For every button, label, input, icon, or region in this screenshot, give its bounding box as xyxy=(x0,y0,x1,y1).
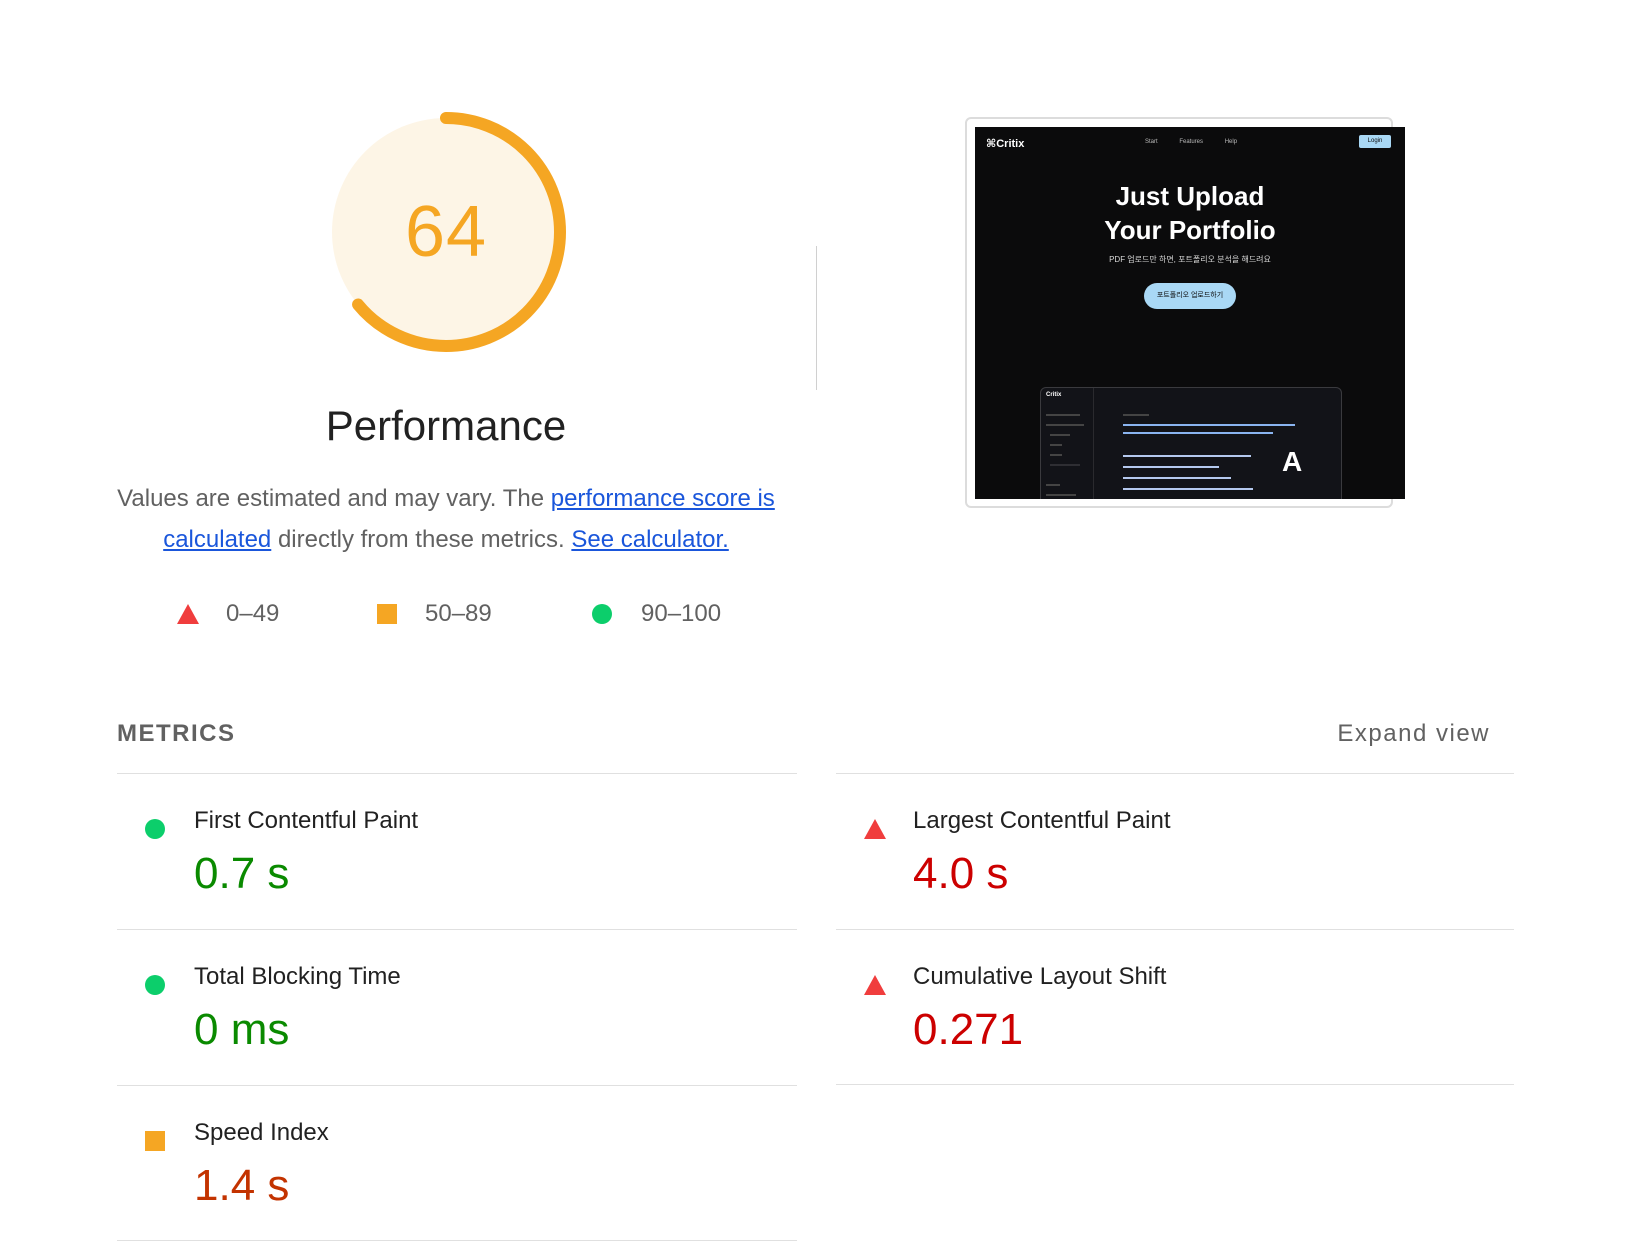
metric-name: Cumulative Layout Shift xyxy=(913,963,1167,990)
content-bar xyxy=(1123,455,1251,457)
legend-item-poor: 0–49 xyxy=(177,600,279,628)
expand-view-button[interactable]: Expand view xyxy=(1337,720,1490,747)
content-bar xyxy=(1123,488,1253,490)
metric-name: Total Blocking Time xyxy=(194,963,401,990)
sidebar-line xyxy=(1050,464,1080,466)
content-bar xyxy=(1123,466,1219,468)
metric-total-blocking-time: Total Blocking Time 0 ms xyxy=(117,937,797,1087)
metric-name: First Contentful Paint xyxy=(194,807,419,834)
pass-circle-icon xyxy=(145,975,165,995)
sidebar-line xyxy=(1050,434,1070,436)
screenshot-subtitle: PDF 업로드만 하면, 포트폴리오 분석을 해드려요 xyxy=(1109,255,1271,264)
metrics-divider xyxy=(117,1085,797,1086)
performance-title: Performance xyxy=(325,402,567,449)
sidebar-line xyxy=(1046,424,1084,426)
metric-name: Speed Index xyxy=(194,1119,329,1146)
sidebar-line xyxy=(1050,444,1062,446)
metric-name: Largest Contentful Paint xyxy=(913,807,1171,834)
pass-circle-icon xyxy=(145,819,165,839)
screenshot-app-logo: Critix xyxy=(1046,392,1062,398)
vertical-divider xyxy=(816,246,817,390)
score-gauge: 64 xyxy=(320,106,572,358)
square-icon xyxy=(377,604,397,624)
description-text: Values are estimated and may vary. The xyxy=(117,485,551,512)
metric-first-contentful-paint: First Contentful Paint 0.7 s xyxy=(117,781,797,931)
screenshot-app-glyph: A xyxy=(1282,446,1303,477)
legend-item-average: 50–89 xyxy=(377,600,492,628)
metrics-divider xyxy=(836,1084,1514,1085)
performance-score: 64 xyxy=(404,192,488,272)
screenshot-nav-item: Start xyxy=(1145,139,1158,145)
metrics-divider xyxy=(117,773,797,774)
screenshot-app-sidebar: Critix xyxy=(1041,388,1094,499)
metric-cumulative-layout-shift: Cumulative Layout Shift 0.271 xyxy=(836,937,1516,1087)
content-line xyxy=(1123,414,1149,416)
screenshot-cta-button: 포트폴리오 업로드하기 xyxy=(1144,283,1236,309)
screenshot-login-button: Login xyxy=(1359,135,1391,148)
metric-largest-contentful-paint: Largest Contentful Paint 4.0 s xyxy=(836,781,1516,931)
screenshot-viewport: ⌘Critix Start Features Help Login Just U… xyxy=(975,127,1405,499)
screenshot-headline: Just Upload Your Portfolio xyxy=(975,179,1405,247)
metric-speed-index: Speed Index 1.4 s xyxy=(117,1093,797,1243)
legend-label: 0–49 xyxy=(226,600,280,627)
average-square-icon xyxy=(145,1131,165,1151)
triangle-icon xyxy=(177,604,199,624)
sidebar-line xyxy=(1046,414,1080,416)
metric-value: 0.7 s xyxy=(194,849,290,898)
score-legend: 0–49 50–89 90–100 xyxy=(0,596,900,632)
legend-label: 50–89 xyxy=(425,600,492,627)
final-screenshot[interactable]: ⌘Critix Start Features Help Login Just U… xyxy=(965,117,1405,508)
metric-value: 1.4 s xyxy=(194,1161,290,1210)
content-line xyxy=(1123,424,1295,426)
metrics-divider xyxy=(117,929,797,930)
screenshot-nav: Start Features Help xyxy=(1145,139,1257,145)
metric-value: 0.271 xyxy=(913,1005,1024,1054)
score-ring xyxy=(326,112,566,352)
circle-icon xyxy=(592,604,612,624)
sidebar-line xyxy=(1046,494,1076,496)
legend-label: 90–100 xyxy=(641,600,722,627)
screenshot-app-preview: Critix A xyxy=(1040,387,1342,499)
metrics-divider xyxy=(836,773,1514,774)
metrics-heading: METRICS xyxy=(117,720,236,747)
performance-score-link[interactable]: performance score is calculated xyxy=(163,485,775,553)
screenshot-headline-line: Just Upload xyxy=(1115,181,1265,211)
screenshot-nav-item: Features xyxy=(1179,139,1204,145)
fail-triangle-icon xyxy=(864,819,886,839)
sidebar-line xyxy=(1046,484,1060,486)
description-text-middle: directly from these metrics. xyxy=(271,526,572,553)
metric-value: 4.0 s xyxy=(913,849,1009,898)
screenshot-nav-item: Help xyxy=(1224,139,1238,145)
fail-triangle-icon xyxy=(864,975,886,995)
metrics-divider xyxy=(117,1240,797,1241)
performance-description: Values are estimated and may vary. The p… xyxy=(110,478,782,560)
metric-value: 0 ms xyxy=(194,1005,290,1054)
score-ring-track xyxy=(332,118,560,346)
see-calculator-link[interactable]: See calculator. xyxy=(571,526,729,553)
screenshot-logo: ⌘Critix xyxy=(986,138,1025,150)
content-bar xyxy=(1123,477,1231,479)
metrics-divider xyxy=(836,929,1514,930)
screenshot-headline-line: Your Portfolio xyxy=(1104,215,1276,245)
content-line xyxy=(1123,432,1273,434)
score-ring-arc xyxy=(326,112,566,352)
legend-item-good: 90–100 xyxy=(592,600,721,628)
sidebar-line xyxy=(1050,454,1062,456)
